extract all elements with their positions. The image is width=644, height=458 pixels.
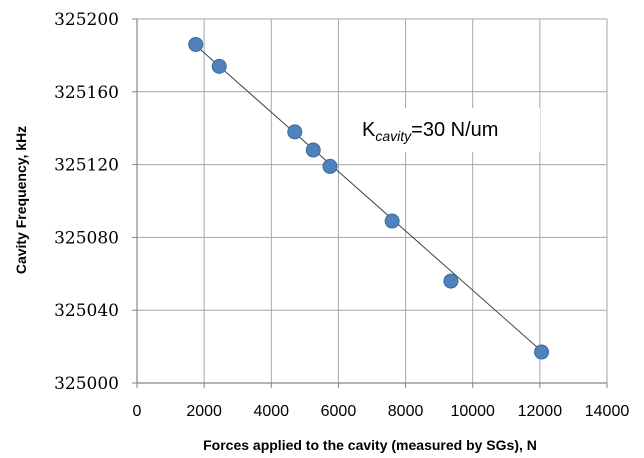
x-tick-label: 0 (133, 403, 142, 420)
data-points (188, 36, 550, 360)
y-tick-label: 325160 (54, 83, 119, 103)
y-tick-label: 325040 (54, 301, 119, 321)
annotation-box: Kcavity=30 N/um (350, 108, 540, 152)
annotation-rest: =30 N/um (411, 119, 498, 141)
x-tick-label: 14000 (585, 403, 630, 420)
y-axis-label: Cavity Frequency, kHz (13, 126, 29, 274)
annotation-main: K (362, 119, 376, 141)
data-point (188, 36, 204, 52)
data-point (287, 124, 303, 140)
annotation-background (350, 108, 540, 152)
x-axis-label: Forces applied to the cavity (measured b… (203, 437, 537, 453)
x-tick-label: 8000 (388, 403, 424, 420)
annotation-text: Kcavity=30 N/um (362, 119, 498, 144)
y-tick-label: 325000 (54, 374, 119, 394)
trendline (195, 45, 542, 352)
data-point (305, 142, 321, 158)
trendline-layer (195, 45, 542, 352)
data-point (534, 344, 550, 360)
tick-labels: 325000 325040 325080 325120 325160 325200 0 200… (54, 10, 629, 420)
data-point (384, 213, 400, 229)
data-point (211, 58, 227, 74)
x-tick-label: 12000 (518, 403, 563, 420)
data-point (443, 273, 459, 289)
x-tick-label: 10000 (450, 403, 495, 420)
y-tick-label: 325080 (54, 228, 119, 248)
data-point (322, 158, 338, 174)
axes (132, 18, 608, 388)
x-tick-label: 6000 (321, 403, 357, 420)
annotation-subscript: cavity (375, 128, 412, 144)
x-tick-label: 4000 (253, 403, 289, 420)
y-tick-label: 325200 (54, 10, 119, 30)
y-tick-label: 325120 (54, 156, 119, 176)
x-tick-label: 2000 (186, 403, 222, 420)
